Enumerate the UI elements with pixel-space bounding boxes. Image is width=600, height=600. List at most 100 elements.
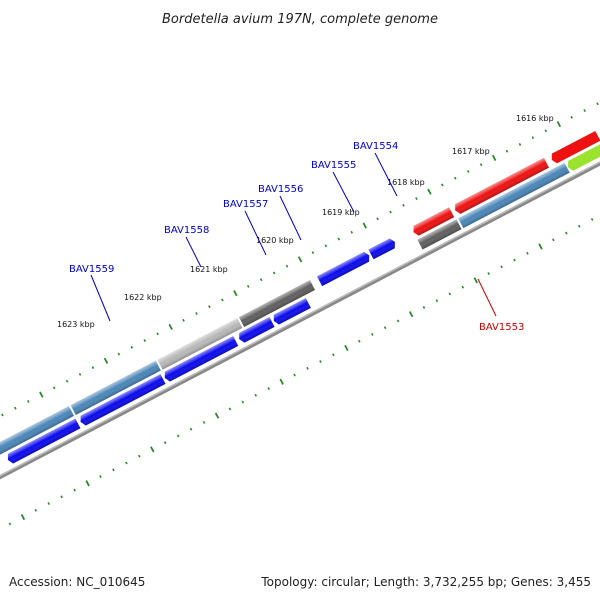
outer-minor-tick [544, 129, 548, 133]
outer-major-tick [233, 290, 238, 297]
inner-minor-tick [435, 299, 439, 303]
outer-minor-tick [14, 406, 17, 410]
outer-minor-tick [441, 183, 444, 187]
inner-tick-ring [8, 218, 594, 526]
inner-minor-tick [60, 495, 63, 499]
inner-minor-tick [293, 373, 296, 377]
outer-major-tick [39, 391, 44, 398]
gene-labels: BAV1554 BAV1555 BAV1556 BAV1557 BAV1558 … [69, 141, 524, 333]
kbp-label-1619: 1619 kbp [322, 208, 360, 217]
kbp-label-1621: 1621 kbp [190, 265, 228, 274]
inner-minor-tick [267, 387, 270, 391]
inner-minor-tick [228, 407, 232, 411]
gene-label-bav1555[interactable]: BAV1555 [311, 160, 356, 171]
outer-minor-tick [324, 244, 328, 248]
outer-minor-tick [52, 386, 56, 390]
outer-minor-tick [376, 217, 379, 221]
outer-tick-ring [1, 102, 599, 417]
map-title: Bordetella avium 197N, complete genome [162, 12, 438, 27]
kbp-labels: 1616 kbp 1617 kbp 1618 kbp 1619 kbp 1620… [57, 114, 554, 329]
inner-minor-tick [125, 461, 128, 465]
inner-minor-tick [590, 218, 594, 221]
outer-minor-tick [453, 176, 457, 180]
outer-minor-tick [311, 251, 315, 255]
inner-minor-tick [254, 393, 258, 397]
outer-minor-tick [143, 339, 146, 342]
gene-label-bav1557[interactable]: BAV1557 [223, 199, 268, 210]
outer-minor-tick [479, 163, 483, 167]
inner-minor-tick [487, 272, 490, 276]
inner-major-tick [20, 513, 26, 521]
outer-minor-tick [402, 203, 405, 207]
outer-minor-tick [596, 102, 599, 106]
inner-minor-tick [526, 251, 529, 255]
outer-minor-tick [1, 413, 4, 417]
outer-minor-tick [117, 352, 121, 356]
outer-minor-tick [65, 379, 69, 383]
outer-minor-tick [583, 109, 586, 113]
accession-label: Accession: NC_010645 [9, 575, 145, 589]
outer-minor-tick [156, 332, 159, 336]
inner-minor-tick [99, 475, 102, 478]
inner-minor-tick [306, 366, 309, 370]
gene-label-bav1553[interactable]: BAV1553 [479, 322, 524, 333]
inner-minor-tick [202, 420, 206, 424]
kbp-label-1623: 1623 kbp [57, 320, 95, 329]
inner-minor-tick [552, 238, 555, 242]
inner-minor-tick [513, 258, 516, 262]
outer-minor-tick [337, 237, 341, 241]
outer-major-tick [427, 188, 432, 195]
outer-minor-tick [389, 210, 392, 214]
inner-minor-tick [332, 353, 335, 357]
gene-label-bav1558[interactable]: BAV1558 [164, 225, 209, 236]
outer-minor-tick [259, 278, 263, 282]
kbp-label-1622: 1622 kbp [124, 293, 162, 302]
inner-minor-tick [241, 400, 245, 404]
outer-minor-tick [518, 142, 522, 146]
inner-minor-tick [8, 522, 12, 526]
inner-major-tick [279, 378, 284, 385]
outer-major-tick [362, 222, 367, 229]
inner-minor-tick [396, 319, 400, 323]
inner-major-tick [150, 446, 155, 453]
outer-minor-tick [272, 271, 276, 275]
outer-minor-tick [246, 285, 250, 288]
inner-minor-tick [73, 488, 76, 492]
inner-minor-tick [448, 292, 452, 296]
gene-red-3[interactable] [549, 130, 600, 165]
outer-minor-tick [208, 305, 211, 309]
outer-minor-tick [27, 399, 30, 403]
inner-minor-tick [357, 339, 361, 343]
outer-minor-tick [531, 136, 535, 140]
outer-minor-tick [78, 372, 82, 376]
gene-lime[interactable] [565, 143, 600, 172]
gene-label-bav1554[interactable]: BAV1554 [353, 141, 398, 152]
outer-minor-tick [195, 312, 198, 315]
inner-minor-tick [176, 434, 180, 438]
inner-minor-tick [138, 454, 141, 458]
inner-major-tick [408, 311, 414, 318]
inner-major-tick [214, 412, 220, 419]
outer-minor-tick [182, 318, 185, 322]
inner-minor-tick [370, 333, 374, 336]
genome-backbone [0, 147, 600, 485]
inner-minor-tick [319, 360, 322, 363]
gene-label-bav1556[interactable]: BAV1556 [258, 184, 303, 195]
outer-minor-tick [466, 170, 470, 173]
outer-major-tick [556, 120, 562, 128]
outer-major-tick [168, 323, 173, 331]
outer-minor-tick [130, 345, 134, 349]
outer-major-tick [491, 154, 497, 161]
kbp-label-1616: 1616 kbp [516, 114, 554, 123]
gene-label-bav1559[interactable]: BAV1559 [69, 264, 114, 275]
outer-minor-tick [415, 197, 418, 200]
outer-major-tick [103, 357, 109, 364]
inner-minor-tick [422, 305, 426, 309]
inner-major-tick [538, 243, 543, 250]
inner-minor-tick [500, 265, 503, 269]
inner-minor-tick [565, 231, 568, 235]
gene-label-leaders [90, 152, 497, 322]
kbp-label-1620: 1620 kbp [256, 236, 294, 245]
genome-summary: Topology: circular; Length: 3,732,255 bp… [260, 575, 591, 589]
